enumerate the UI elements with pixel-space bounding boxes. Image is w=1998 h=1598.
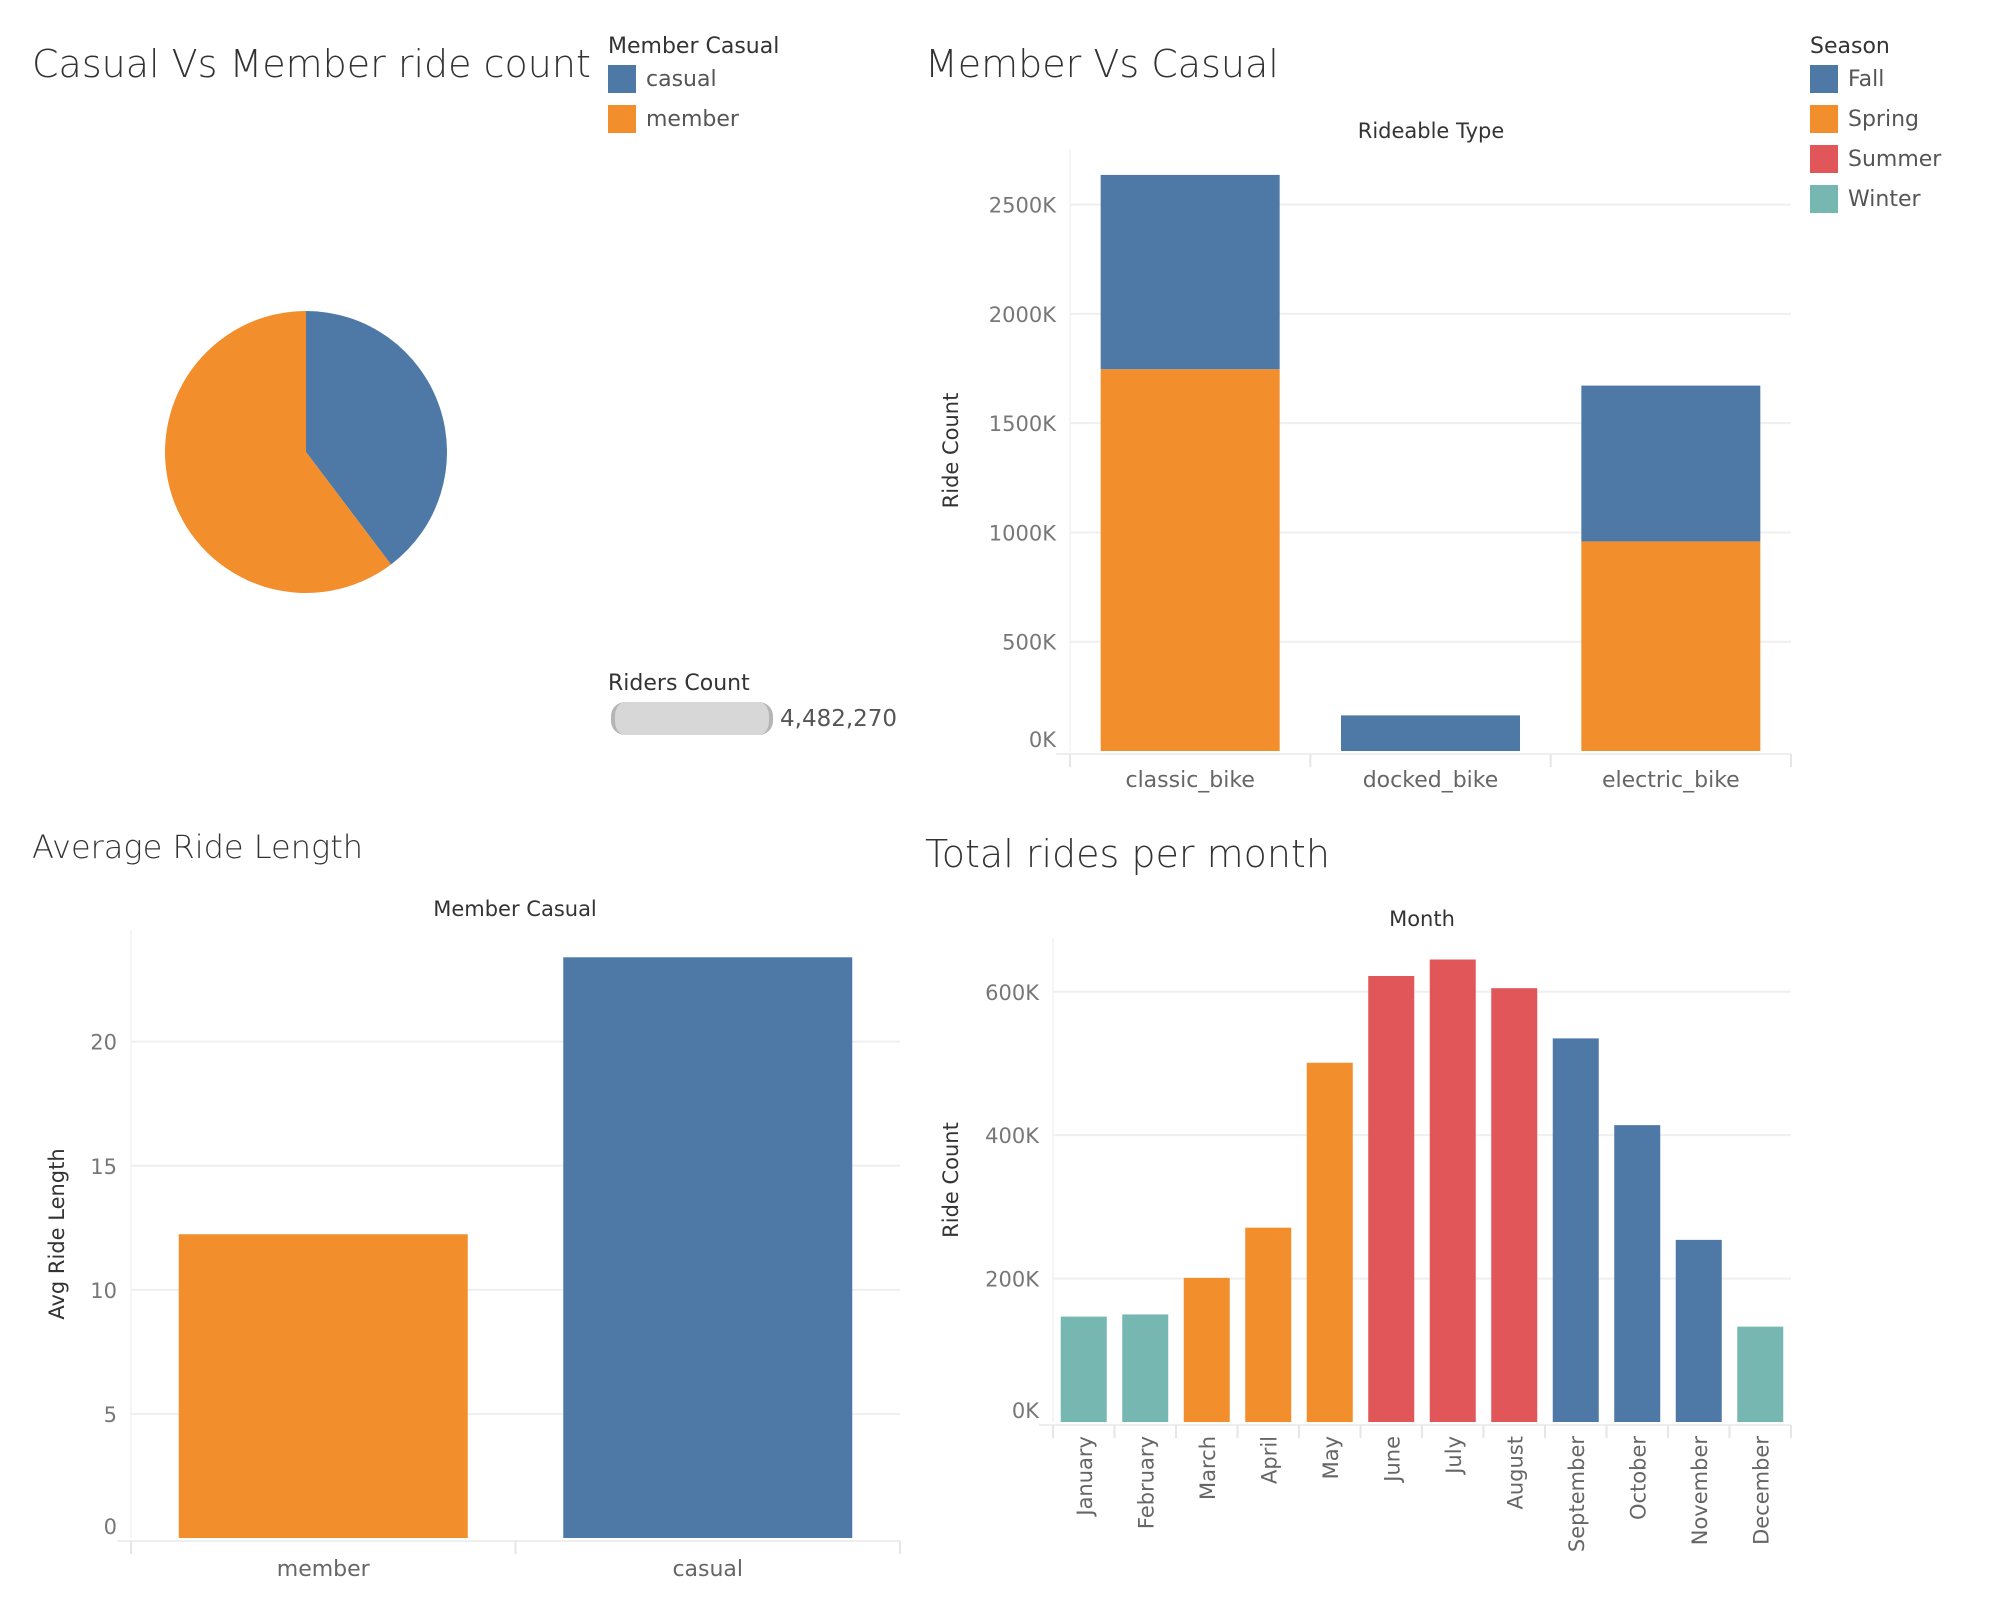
y-tick-label: 0 bbox=[104, 1515, 117, 1539]
x-tick-label: February bbox=[1134, 1436, 1158, 1529]
legend-swatch bbox=[1810, 145, 1838, 173]
legend-label: casual bbox=[646, 66, 717, 92]
bar-electric_bike[interactable] bbox=[1581, 385, 1761, 542]
legend-item-casual[interactable]: casual bbox=[608, 63, 779, 95]
x-tick-label: classic_bike bbox=[1125, 768, 1254, 793]
x-tick-label: October bbox=[1626, 1436, 1650, 1520]
x-tick-label: casual bbox=[672, 1557, 743, 1582]
x-tick-label: member bbox=[277, 1557, 371, 1582]
bar-casual[interactable] bbox=[563, 957, 853, 1538]
x-tick-label: December bbox=[1749, 1436, 1773, 1545]
legend-label: Fall bbox=[1848, 66, 1885, 92]
y-tick-label: 15 bbox=[90, 1155, 117, 1179]
bar-march[interactable] bbox=[1183, 1277, 1230, 1422]
legend-item-fall[interactable]: Fall bbox=[1810, 63, 1941, 95]
y-axis-title: Avg Ride Length bbox=[45, 1148, 69, 1319]
bar-december[interactable] bbox=[1737, 1326, 1784, 1422]
rideable-column-header: Rideable Type bbox=[1357, 119, 1505, 143]
y-tick-label: 1000K bbox=[989, 521, 1057, 545]
legend-title: Season bbox=[1810, 34, 1890, 59]
x-tick-label: January bbox=[1073, 1436, 1097, 1518]
bar-february[interactable] bbox=[1122, 1314, 1169, 1422]
y-axis-title: Ride Count bbox=[939, 1122, 963, 1238]
legend-label: member bbox=[646, 106, 739, 132]
y-tick-label: 20 bbox=[90, 1031, 117, 1055]
bar-classic_bike[interactable] bbox=[1100, 174, 1280, 370]
bar-july[interactable] bbox=[1429, 959, 1476, 1422]
x-tick-label: June bbox=[1380, 1436, 1404, 1484]
bar-april[interactable] bbox=[1245, 1227, 1292, 1422]
legend-swatch bbox=[608, 105, 636, 133]
x-tick-label: May bbox=[1319, 1436, 1343, 1479]
legend-swatch bbox=[1810, 65, 1838, 93]
member-casual-legend: Member Casual casual member bbox=[608, 34, 779, 135]
legend-item-summer[interactable]: Summer bbox=[1810, 143, 1941, 175]
legend-item-spring[interactable]: Spring bbox=[1810, 103, 1941, 135]
bar-member[interactable] bbox=[178, 1234, 468, 1538]
y-tick-label: 10 bbox=[90, 1279, 117, 1303]
y-tick-label: 2500K bbox=[989, 194, 1057, 218]
bar-september[interactable] bbox=[1552, 1038, 1599, 1422]
legend-swatch bbox=[1810, 105, 1838, 133]
y-tick-label: 0K bbox=[1012, 1399, 1040, 1423]
x-tick-label: March bbox=[1196, 1436, 1220, 1500]
bar-january[interactable] bbox=[1060, 1316, 1107, 1422]
x-tick-label: November bbox=[1688, 1436, 1712, 1546]
riders-count-bar bbox=[611, 702, 773, 735]
legend-label: Summer bbox=[1848, 146, 1942, 172]
x-tick-label: September bbox=[1565, 1436, 1589, 1552]
season-legend: Season Fall Spring Summer Winter bbox=[1810, 34, 1941, 215]
x-tick-label: April bbox=[1257, 1436, 1281, 1484]
legend-label: Spring bbox=[1848, 106, 1919, 132]
y-tick-label: 2000K bbox=[989, 303, 1057, 327]
y-tick-label: 1500K bbox=[989, 412, 1057, 436]
x-tick-label: July bbox=[1442, 1436, 1466, 1476]
bar-classic_bike[interactable] bbox=[1100, 369, 1280, 751]
y-tick-label: 400K bbox=[985, 1124, 1040, 1148]
bar-electric_bike[interactable] bbox=[1581, 541, 1761, 751]
month-chart-title: Total rides per month bbox=[925, 832, 1330, 876]
y-tick-label: 5 bbox=[104, 1403, 117, 1427]
y-tick-label: 600K bbox=[985, 981, 1040, 1005]
avg-column-header: Member Casual bbox=[433, 897, 597, 921]
bar-october[interactable] bbox=[1614, 1125, 1661, 1422]
x-tick-label: electric_bike bbox=[1602, 768, 1740, 793]
pie-chart-title: Casual Vs Member ride count bbox=[32, 42, 591, 86]
rideable-chart-title: Member Vs Casual bbox=[925, 42, 1279, 86]
bar-docked_bike[interactable] bbox=[1341, 715, 1520, 751]
avg-chart-title: Average Ride Length bbox=[32, 828, 364, 866]
bar-november[interactable] bbox=[1675, 1239, 1722, 1422]
y-tick-label: 200K bbox=[985, 1268, 1040, 1292]
legend-item-winter[interactable]: Winter bbox=[1810, 183, 1941, 215]
x-tick-label: docked_bike bbox=[1363, 768, 1499, 793]
legend-title: Member Casual bbox=[608, 34, 780, 59]
legend-swatch bbox=[608, 65, 636, 93]
pie-slice-member[interactable] bbox=[164, 311, 392, 594]
pie-slice-casual[interactable] bbox=[306, 311, 447, 565]
legend-label: Winter bbox=[1848, 186, 1921, 212]
month-column-header: Month bbox=[1389, 907, 1455, 931]
bar-may[interactable] bbox=[1306, 1062, 1353, 1422]
riders-count-value: 4,482,270 bbox=[780, 706, 898, 732]
bar-august[interactable] bbox=[1491, 988, 1538, 1422]
y-axis-title: Ride Count bbox=[939, 393, 963, 509]
x-tick-label: August bbox=[1503, 1436, 1527, 1510]
legend-item-member[interactable]: member bbox=[608, 103, 779, 135]
y-tick-label: 0K bbox=[1029, 728, 1057, 752]
y-tick-label: 500K bbox=[1002, 631, 1057, 655]
riders-count-label: Riders Count bbox=[608, 671, 750, 696]
legend-swatch bbox=[1810, 185, 1838, 213]
bar-june[interactable] bbox=[1368, 976, 1415, 1422]
